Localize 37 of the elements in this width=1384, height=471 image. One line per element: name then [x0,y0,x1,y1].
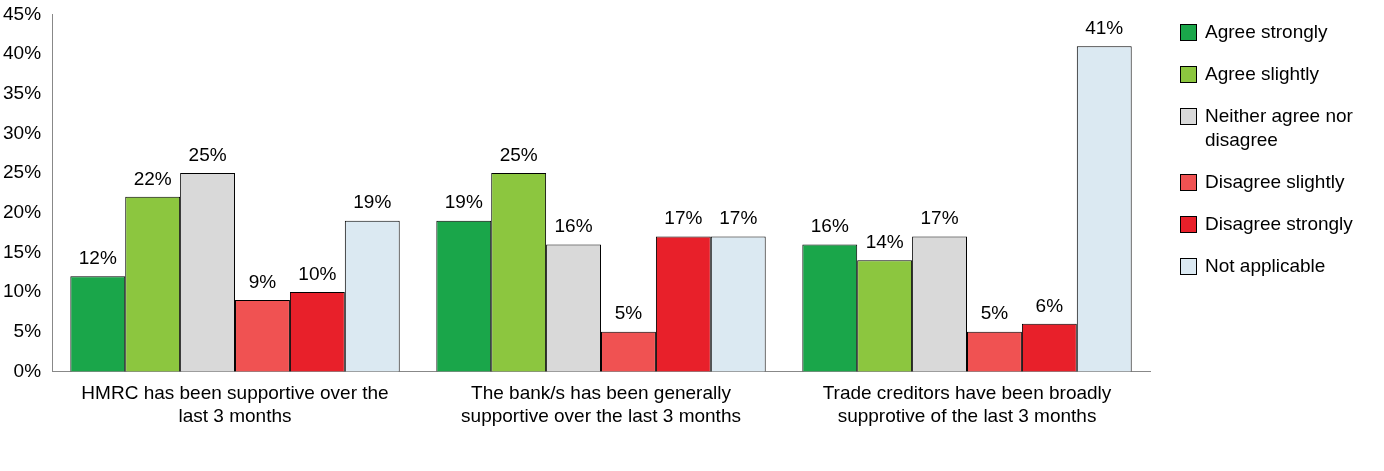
data-label: 25% [499,143,538,165]
data-label: 6% [1035,294,1064,316]
y-tick-label: 35% [3,81,42,103]
y-tick-label: 30% [3,121,42,143]
data-label: 25% [188,143,227,165]
y-tick-label: 5% [13,319,42,341]
data-label: 17% [664,207,703,229]
data-label: 19% [444,191,483,213]
y-tick-label: 10% [3,280,42,302]
data-label: 5% [614,302,643,324]
data-label: 22% [133,167,172,189]
y-tick-label: 15% [3,240,42,262]
data-label: 14% [865,231,904,253]
data-label: 10% [298,262,337,284]
y-tick-label: 45% [3,2,42,24]
data-label: 16% [810,215,849,237]
y-tick-label: 0% [13,359,42,381]
legend-label: Agree strongly [1205,20,1328,44]
data-label: 17% [920,207,959,229]
legend-label: Disagree slightly [1205,170,1345,194]
y-tick-label: 25% [3,161,42,183]
legend-label: Neither agree nor disagree [1205,104,1354,152]
x-tick-label: The bank/s has been generally supportive over the last 3 months [461,382,741,426]
data-label: 12% [78,246,117,268]
data-label: 17% [719,207,758,229]
legend-label: Not applicable [1205,254,1326,278]
data-label: 19% [353,191,392,213]
x-tick-label: Trade creditors have been broadly supprotive of the last 3 months [822,382,1112,426]
legend-label: Agree slightly [1205,62,1320,86]
data-label: 9% [248,270,277,292]
x-tick-label: HMRC has been supportive over the last 3 months [81,382,389,426]
y-tick-label: 40% [3,42,42,64]
legend-label: Disagree strongly [1205,212,1353,236]
data-label: 5% [980,302,1009,324]
data-label: 41% [1085,16,1124,38]
y-tick-label: 20% [3,200,42,222]
data-label: 16% [554,215,593,237]
